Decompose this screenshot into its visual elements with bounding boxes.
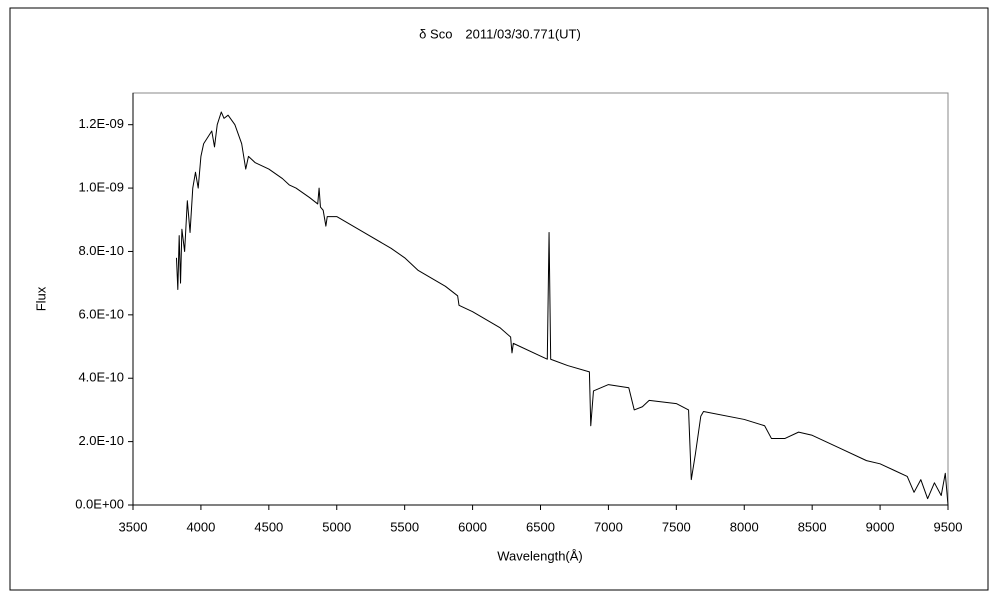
chart-title: δ Sco 2011/03/30.771(UT)	[419, 26, 581, 41]
y-tick-label: 1.2E-09	[78, 116, 124, 131]
x-tick-label: 6000	[458, 519, 487, 534]
x-tick-label: 4500	[254, 519, 283, 534]
x-tick-label: 7500	[662, 519, 691, 534]
y-tick-label: 6.0E-10	[78, 306, 124, 321]
y-axis-label: Flux	[33, 286, 48, 311]
y-tick-label: 2.0E-10	[78, 433, 124, 448]
y-tick-label: 1.0E-09	[78, 180, 124, 195]
y-tick-label: 8.0E-10	[78, 243, 124, 258]
x-tick-label: 3500	[119, 519, 148, 534]
x-tick-label: 9500	[934, 519, 963, 534]
chart-border	[9, 7, 989, 591]
x-tick-label: 5500	[390, 519, 419, 534]
x-tick-label: 4000	[186, 519, 215, 534]
x-tick-label: 5000	[322, 519, 351, 534]
x-tick-label: 8000	[730, 519, 759, 534]
x-tick-label: 9000	[866, 519, 895, 534]
x-axis-label: Wavelength(Å)	[497, 548, 583, 563]
x-tick-label: 8500	[798, 519, 827, 534]
spectrum-line	[175, 111, 949, 506]
x-tick-label: 6500	[526, 519, 555, 534]
x-tick-label: 7000	[594, 519, 623, 534]
y-tick-label: 0.0E+00	[75, 496, 124, 511]
y-tick-label: 4.0E-10	[78, 370, 124, 385]
